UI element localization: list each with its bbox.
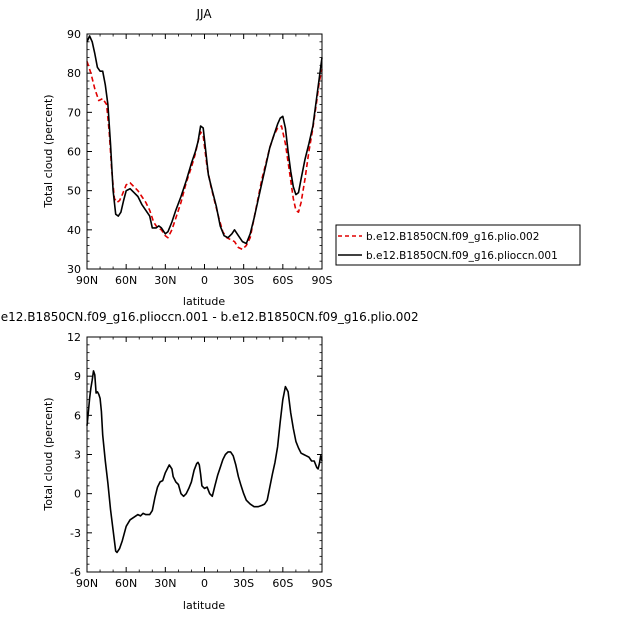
top-panel-ylabel: Total cloud (percent) xyxy=(42,94,55,208)
series-line-0 xyxy=(86,370,323,554)
y-tick-label: -3 xyxy=(70,527,81,540)
x-tick-label: 60S xyxy=(272,577,293,590)
y-tick-label: 80 xyxy=(67,67,81,80)
bottom-panel-xlabel: latitude xyxy=(183,599,225,612)
x-tick-label: 90S xyxy=(312,274,333,287)
x-tick-label: 90S xyxy=(312,577,333,590)
top-panel-y-ticks: 30 40 50 60 70 80 90 xyxy=(67,28,322,276)
legend: b.e12.B1850CN.f09_g16.plio.002 b.e12.B18… xyxy=(335,224,581,266)
x-tick-label: 0 xyxy=(201,274,208,287)
bottom-panel: b.e12.B1850CN.f09_g16.plioccn.001 - b.e1… xyxy=(0,310,419,612)
x-tick-label: 30N xyxy=(154,274,176,287)
legend-box xyxy=(335,224,581,266)
bottom-panel-frame xyxy=(86,336,323,573)
y-tick-label: 3 xyxy=(74,449,81,462)
top-panel-x-ticks: 90N 60N 30N 0 30S 60S 90S xyxy=(76,34,333,287)
y-tick-label: 12 xyxy=(67,331,81,344)
y-tick-label: 70 xyxy=(67,106,81,119)
y-tick-label: 90 xyxy=(67,28,81,41)
x-tick-label: 60N xyxy=(115,274,137,287)
top-panel: JJA 30 40 50 60 70 80 90 90N 60N 30N 0 30S 60S 90S l… xyxy=(42,7,581,308)
legend-label-plioccn: b.e12.B1850CN.f09_g16.plioccn.001 xyxy=(366,250,558,262)
y-tick-label: 60 xyxy=(67,146,81,159)
series-line-1 xyxy=(86,35,323,245)
y-tick-label: 0 xyxy=(74,488,81,501)
x-tick-label: 60N xyxy=(115,577,137,590)
x-tick-label: 60S xyxy=(272,274,293,287)
x-tick-label: 0 xyxy=(201,577,208,590)
bottom-panel-x-ticks: 90N 60N 30N 0 30S 60S 90S xyxy=(76,337,333,590)
bottom-panel-series xyxy=(86,370,323,554)
top-panel-xlabel: latitude xyxy=(183,295,225,308)
y-tick-label: 50 xyxy=(67,185,81,198)
bottom-panel-title: b.e12.B1850CN.f09_g16.plioccn.001 - b.e1… xyxy=(0,310,419,324)
y-tick-label: 6 xyxy=(74,409,81,422)
y-tick-label: 9 xyxy=(74,370,81,383)
bottom-panel-ylabel: Total cloud (percent) xyxy=(42,397,55,511)
x-tick-label: 90N xyxy=(76,274,98,287)
x-tick-label: 30S xyxy=(233,577,254,590)
y-tick-label: 30 xyxy=(67,263,81,276)
series-line-0 xyxy=(86,61,323,251)
x-tick-label: 30N xyxy=(154,577,176,590)
y-tick-label: 40 xyxy=(67,224,81,237)
top-panel-title: JJA xyxy=(195,7,212,21)
x-tick-label: 90N xyxy=(76,577,98,590)
top-panel-series xyxy=(86,35,323,251)
y-tick-label: -6 xyxy=(70,566,81,579)
top-panel-frame xyxy=(86,33,323,270)
legend-label-plio: b.e12.B1850CN.f09_g16.plio.002 xyxy=(366,231,539,243)
x-tick-label: 30S xyxy=(233,274,254,287)
